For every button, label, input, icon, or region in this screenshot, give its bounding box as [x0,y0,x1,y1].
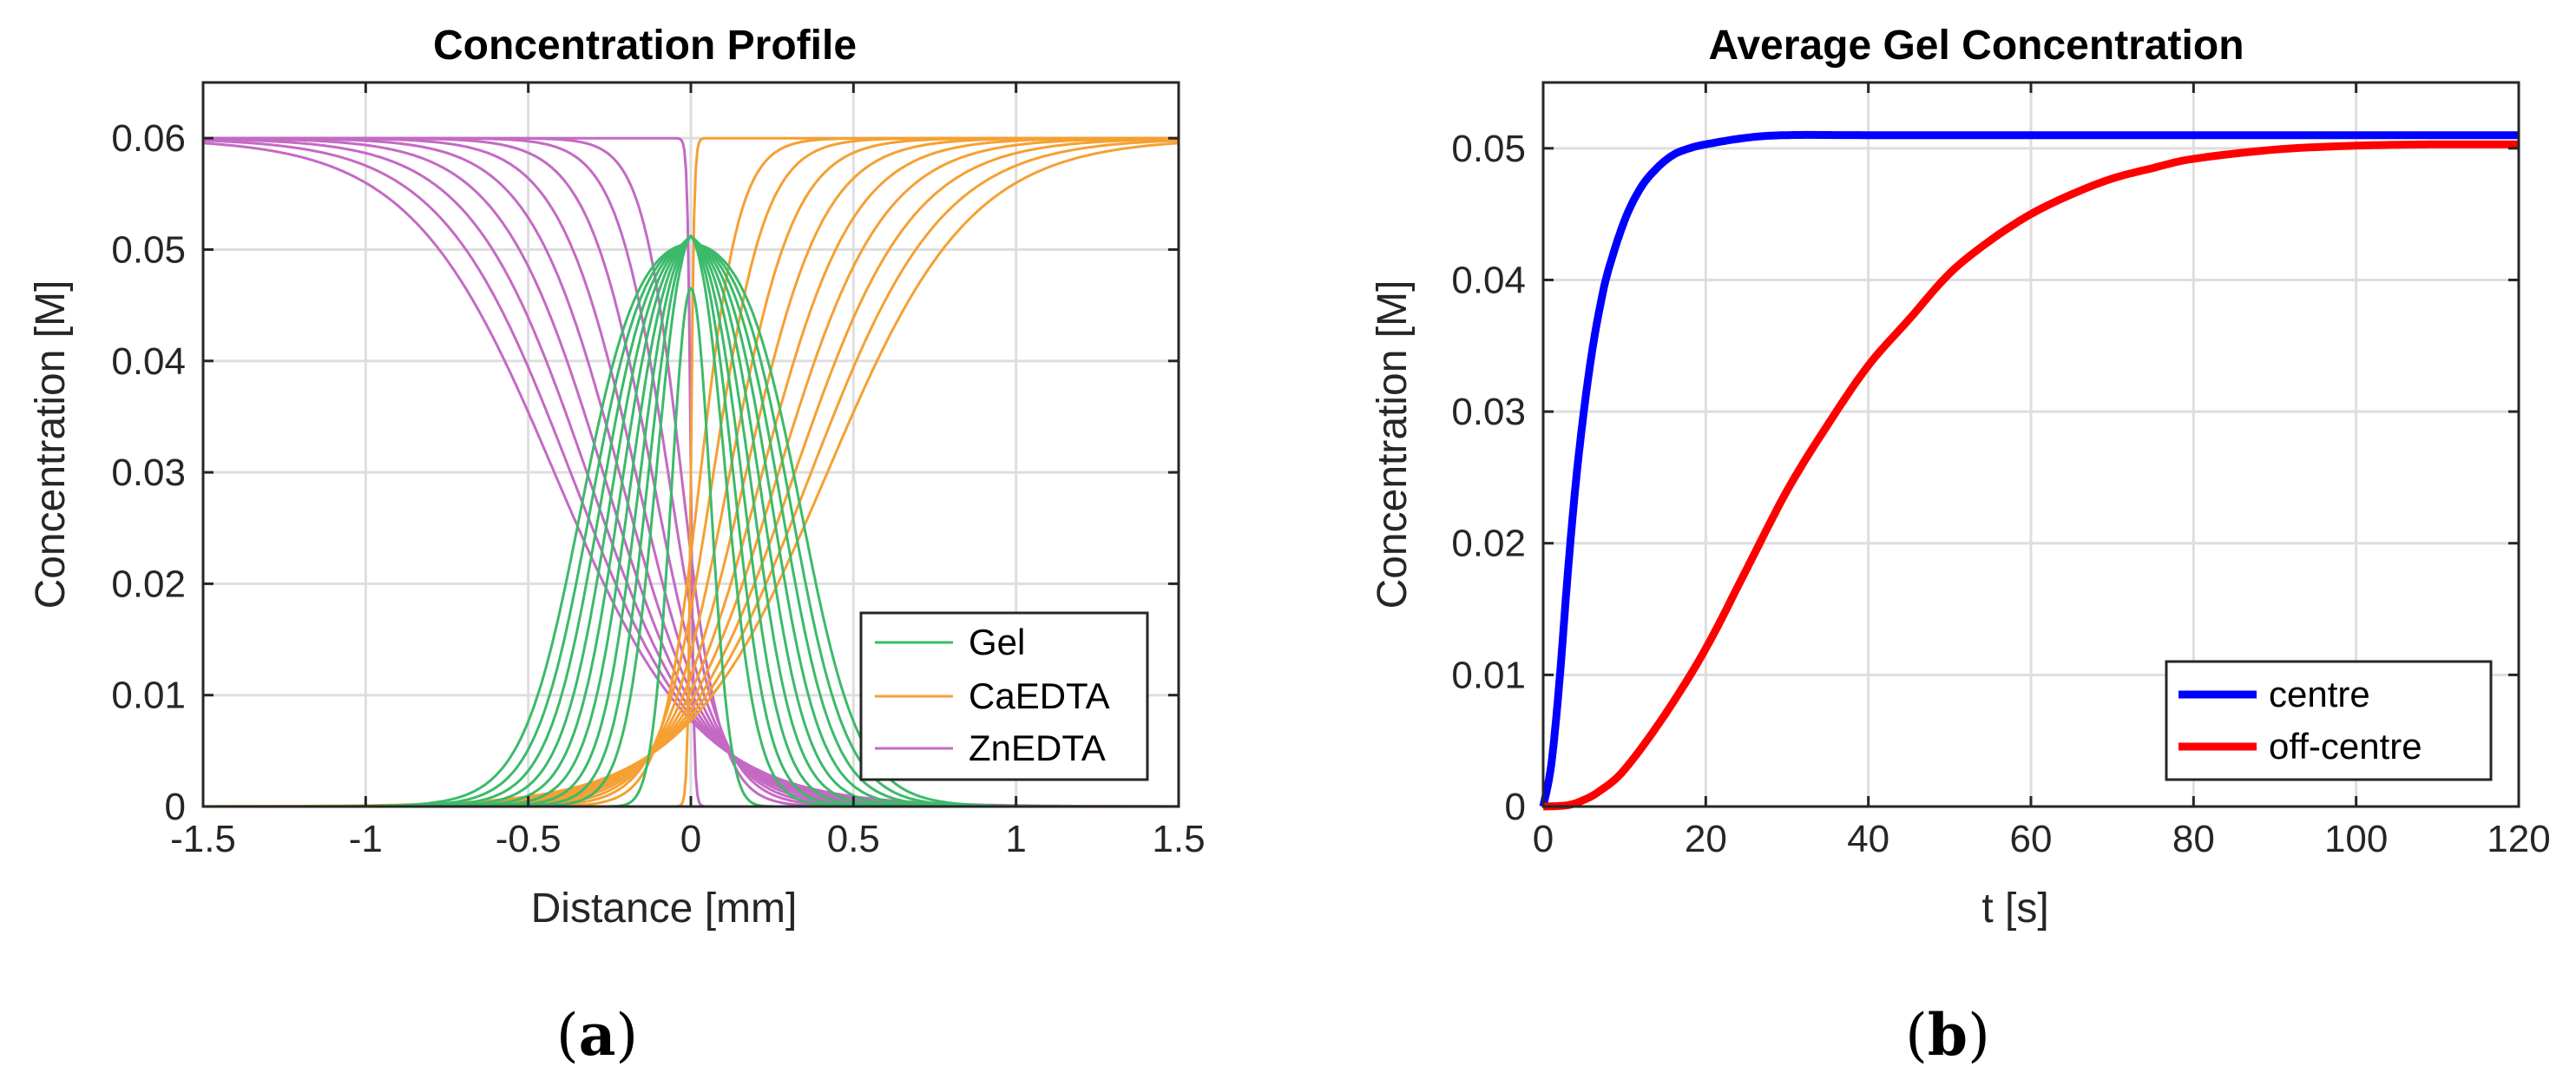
off-centre-line [1541,140,2519,811]
x-tick-label: 120 [2487,818,2550,860]
y-tick-label: 0.02 [1451,523,1526,565]
legend-label-centre: centre [2269,674,2370,715]
y-tick-label: 0.04 [1451,259,1526,301]
x-tick-label: 0.5 [827,818,880,860]
y-tick-label: 0.02 [111,563,186,605]
x-axis-title-a: Distance [mm] [531,886,798,932]
centre-line [1539,130,2519,808]
x-axis-title-b: t [s] [1981,886,2048,932]
x-tick-label: 0 [1533,818,1554,860]
legend-label-caedta: CaEDTA [969,675,1110,716]
x-tick-label: 100 [2324,818,2388,860]
x-tick-label: 0 [680,818,701,860]
y-tick-label: 0.05 [1451,128,1526,170]
x-tick-label: 20 [1685,818,1727,860]
y-tick-label: 0.03 [1451,391,1526,433]
x-tick-label: 40 [1847,818,1889,860]
x-tick-label: 1.5 [1152,818,1205,860]
legend-label-znedta: ZnEDTA [969,728,1106,768]
series-b [1539,130,2519,811]
chart-title-b: Average Gel Concentration [1708,23,2244,69]
x-tick-label: 60 [2010,818,2053,860]
x-tick-label: 1 [1005,818,1026,860]
y-tick-label: 0 [165,786,186,828]
x-tick-label: 80 [2172,818,2215,860]
y-tick-label: 0.05 [111,228,186,271]
x-tick-label: -1.5 [170,818,236,860]
y-tick-label: 0.06 [111,117,186,160]
legend-label-off-centre: off-centre [2269,726,2422,767]
y-tick-label: 0.04 [111,340,186,383]
concentration-profile-chart: -1.5 -1 -0.5 0 0.5 1 1.5 0 0.01 0.02 0.03 0.04 0.05 0… [28,23,1206,1069]
y-tick-label: 0.03 [111,451,186,494]
y-tick-label: 0 [1505,786,1526,828]
y-axis-title-b: Concentration [M] [1370,280,1416,609]
legend-a: Gel CaEDTA ZnEDTA [859,611,1149,781]
y-tick-label: 0.01 [111,675,186,717]
x-tick-label: -0.5 [496,818,562,860]
panel-label-a: (a) [556,1001,638,1069]
average-gel-concentration-chart: 0 20 40 60 80 100 120 0 0.01 0.02 0.03 0.04 0.05 Ave… [1370,23,2551,1069]
y-axis-title-a: Concentration [M] [28,280,74,609]
legend-box-b [2165,660,2493,781]
y-tick-label: 0.01 [1451,654,1526,696]
ticks-a: -1.5 -1 -0.5 0 0.5 1 1.5 0 0.01 0.02 0.03 0.04 0.05 0… [111,82,1206,860]
chart-title-a: Concentration Profile [433,23,857,69]
ticks-b: 0 20 40 60 80 100 120 0 0.01 0.02 0.03 0.04 0.05 [1451,82,2551,860]
legend-b: centre off-centre [2165,660,2493,781]
x-tick-label: -1 [349,818,383,860]
panel-label-b: (b) [1905,1001,1990,1069]
legend-label-gel: Gel [969,622,1025,662]
